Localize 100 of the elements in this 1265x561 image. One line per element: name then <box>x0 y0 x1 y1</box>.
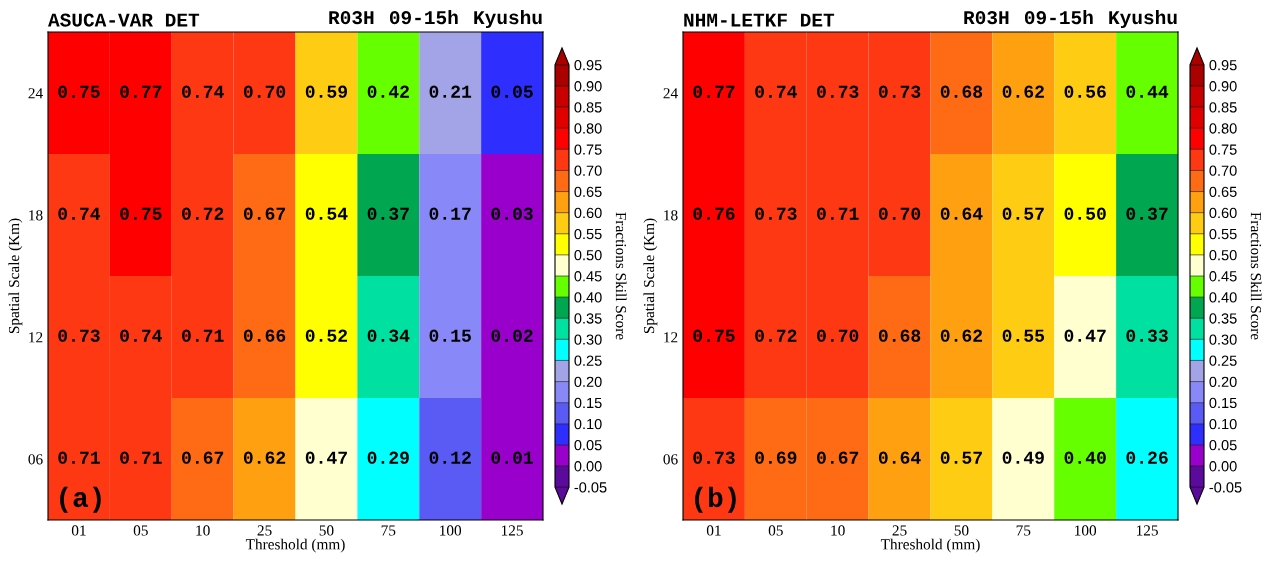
data-label: 0.02 <box>491 329 533 342</box>
data-label: 0.72 <box>755 329 797 342</box>
x-axis-title: Threshold (mm) <box>245 538 345 553</box>
data-label: 0.56 <box>1064 85 1106 98</box>
data-label: 0.73 <box>755 207 797 220</box>
data-label: 0.03 <box>491 207 533 220</box>
data-label: 0.74 <box>120 329 162 342</box>
y-tick-label: 18 <box>664 210 678 221</box>
color-bar-label: 0.55 <box>1209 228 1237 240</box>
color-bar-label: 0.80 <box>1209 123 1237 134</box>
y-tick-label: 24 <box>663 88 678 99</box>
data-label: 0.71 <box>58 451 100 464</box>
text: R03H <box>329 11 374 25</box>
data-label: 0.67 <box>182 451 224 464</box>
data-label: 0.76 <box>693 207 735 220</box>
x-tick-label: 01 <box>706 525 721 536</box>
text: R03H <box>964 11 1009 25</box>
color-bar-label: 0.45 <box>1209 271 1237 282</box>
data-label: 0.73 <box>817 85 859 98</box>
data-label: 0.73 <box>58 329 100 342</box>
color-bar-label: 0.25 <box>574 355 602 366</box>
color-bar-label: 0.20 <box>574 376 602 387</box>
color-bar-label: 0.40 <box>574 292 602 303</box>
color-bar-label: 0.70 <box>574 165 602 176</box>
color-bar-label: 0.05 <box>1209 439 1237 451</box>
color-bar-label: 0.45 <box>574 271 602 282</box>
data-label: 0.74 <box>182 85 224 98</box>
x-axis-title: Threshold (mm) <box>880 538 980 553</box>
data-label: 0.64 <box>940 207 983 220</box>
data-label: 0.75 <box>120 207 162 220</box>
data-label: 0.73 <box>693 451 735 464</box>
x-tick-label: 100 <box>1075 525 1097 536</box>
data-label: 0.57 <box>1002 207 1044 220</box>
data-label: 0.67 <box>243 207 286 220</box>
color-bar-label: 0.85 <box>574 102 602 113</box>
data-label: 0.77 <box>120 85 162 98</box>
color-bar-label: 0.20 <box>1209 376 1237 387</box>
color-bar-label: 0.10 <box>574 418 602 430</box>
color-bar-label: 0.80 <box>574 123 602 134</box>
data-label: 0.62 <box>940 329 983 342</box>
y-tick-label: 12 <box>664 332 678 343</box>
data-label: 0.12 <box>429 451 471 464</box>
data-label: 0.71 <box>182 329 224 342</box>
data-label: 0.70 <box>817 329 859 342</box>
data-label: 0.71 <box>817 207 859 220</box>
data-label: 0.59 <box>305 85 348 98</box>
color-bar-label: 0.90 <box>574 81 602 92</box>
color-bar-label: 0.95 <box>1209 59 1237 71</box>
data-label: 0.26 <box>1126 451 1168 464</box>
color-bar-label: 0.00 <box>1209 461 1237 472</box>
color-bar-label: 0.75 <box>1209 144 1237 155</box>
color-bar-label: 0.40 <box>1209 292 1237 303</box>
data-label: 0.17 <box>429 207 471 220</box>
text: 09-15h <box>1024 9 1093 25</box>
color-bar-label: 0.25 <box>1209 355 1237 366</box>
data-label: 0.47 <box>305 451 347 464</box>
color-bar-label: -0.05 <box>1209 482 1242 493</box>
color-bar-label: 0.10 <box>1209 418 1237 430</box>
color-bar-label: 0.30 <box>1209 334 1237 345</box>
color-bar-label: 0.00 <box>574 461 602 472</box>
data-label: 0.57 <box>940 451 982 464</box>
x-tick-label: 10 <box>196 525 210 536</box>
x-tick-label: 75 <box>381 525 396 536</box>
data-label: 0.44 <box>1126 85 1169 98</box>
x-tick-label: 125 <box>501 525 523 536</box>
data-label: 0.71 <box>120 451 162 464</box>
color-bar-title: Fractions Skill Score <box>615 212 627 340</box>
data-label: 0.68 <box>878 329 921 342</box>
y-tick-label: 18 <box>29 210 43 221</box>
data-label: 0.54 <box>305 207 348 220</box>
data-label: 0.62 <box>1002 85 1044 98</box>
data-label: 0.15 <box>429 329 471 342</box>
color-bar-label: 0.05 <box>574 439 602 451</box>
color-bar-label: 0.65 <box>1209 186 1237 197</box>
data-label: 0.70 <box>878 207 921 220</box>
data-label: 0.72 <box>182 207 224 220</box>
data-label: 0.49 <box>1002 451 1044 464</box>
data-label: 0.70 <box>243 85 286 98</box>
x-tick-label: 75 <box>1016 525 1031 536</box>
color-bar-label: 0.35 <box>574 313 602 324</box>
color-bar-label: -0.05 <box>574 482 607 493</box>
color-bar-label: 0.75 <box>574 144 602 155</box>
data-label: 0.62 <box>243 451 286 464</box>
data-label: 0.75 <box>693 329 735 342</box>
data-label: 0.29 <box>367 451 409 464</box>
y-axis-title: Spatial Scale (Km) <box>643 218 658 334</box>
color-bar-label: 0.30 <box>574 334 602 345</box>
data-label: 0.68 <box>940 85 983 98</box>
x-tick-label: 25 <box>257 525 272 536</box>
y-axis-title: Spatial Scale (Km) <box>8 218 23 334</box>
x-tick-label: 50 <box>319 525 334 536</box>
data-label: 0.67 <box>817 451 859 464</box>
color-bar-label: 0.90 <box>1209 81 1237 92</box>
data-label: 0.34 <box>367 329 410 342</box>
color-bar-label: 0.60 <box>574 207 602 219</box>
color-bar-label: 0.50 <box>574 249 602 261</box>
data-label: 0.05 <box>491 85 533 98</box>
y-tick-label: 12 <box>29 332 43 343</box>
data-label: 0.01 <box>491 451 533 464</box>
x-tick-label: 10 <box>831 525 845 536</box>
